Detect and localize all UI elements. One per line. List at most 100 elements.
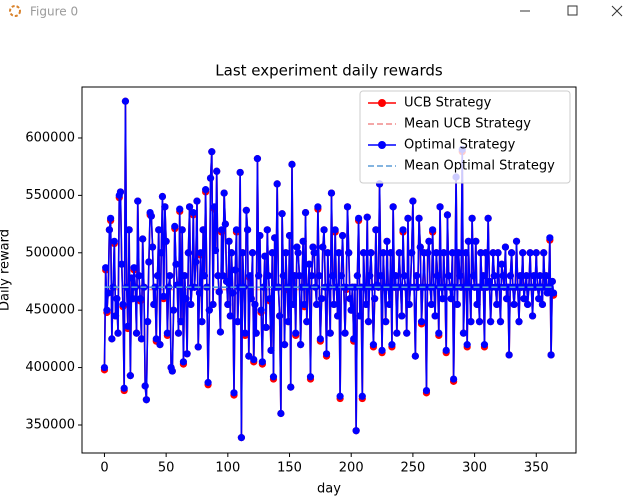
data-point <box>103 306 111 314</box>
data-point <box>187 300 195 309</box>
data-point <box>127 274 136 282</box>
data-point <box>536 272 544 280</box>
axes-frame <box>81 86 577 454</box>
data-point <box>355 214 363 222</box>
data-point <box>417 318 426 326</box>
data-point <box>400 272 408 280</box>
data-point <box>298 283 306 291</box>
data-point <box>174 329 183 337</box>
x-tick-label: 150 <box>277 461 302 476</box>
data-point <box>393 329 401 337</box>
data-point <box>108 335 116 343</box>
data-point <box>364 318 373 326</box>
data-point <box>480 341 489 349</box>
data-point <box>306 373 315 381</box>
data-point <box>463 341 471 349</box>
data-point <box>137 335 146 343</box>
data-point <box>227 249 236 257</box>
data-point <box>433 272 442 280</box>
data-point <box>462 249 470 257</box>
data-point <box>425 237 433 245</box>
data-point <box>263 226 271 234</box>
data-point <box>221 220 229 228</box>
data-point <box>549 289 558 297</box>
data-point <box>409 197 417 205</box>
data-point <box>119 300 127 309</box>
x-tick-label: 350 <box>524 461 549 476</box>
data-point <box>267 346 275 354</box>
y-tick-label: 500000 <box>25 245 75 260</box>
data-point <box>520 295 528 303</box>
data-point <box>329 272 337 280</box>
data-point <box>512 237 521 245</box>
data-point <box>432 249 440 257</box>
data-point <box>467 318 475 326</box>
data-point <box>494 249 502 257</box>
data-point <box>279 272 287 280</box>
data-point <box>222 277 231 286</box>
data-point <box>268 249 276 257</box>
data-point <box>454 249 463 257</box>
data-point <box>171 222 179 230</box>
data-point <box>162 237 170 245</box>
data-point <box>163 329 171 337</box>
data-point <box>287 383 295 391</box>
data-point <box>310 249 318 257</box>
data-point <box>144 318 152 326</box>
data-point <box>271 234 279 242</box>
data-point <box>232 226 241 234</box>
data-point <box>510 300 518 309</box>
close-button[interactable] <box>611 5 623 17</box>
data-point <box>290 272 299 280</box>
data-point <box>445 272 453 280</box>
data-point <box>395 249 403 257</box>
legend-label: Optimal Strategy <box>404 138 516 153</box>
chart-title: Last experiment daily rewards <box>215 62 443 80</box>
data-point <box>451 283 459 291</box>
data-point <box>334 312 342 320</box>
data-point <box>361 283 369 291</box>
data-point <box>429 226 437 234</box>
legend-marker <box>378 141 386 149</box>
data-point <box>337 272 345 280</box>
data-point <box>177 318 185 326</box>
data-point <box>105 226 113 234</box>
legend-label: Mean Optimal Strategy <box>404 159 555 174</box>
data-point <box>198 318 206 326</box>
data-point <box>132 329 141 337</box>
data-point <box>252 329 260 337</box>
data-point <box>414 283 422 291</box>
data-point <box>359 249 368 257</box>
x-tick-label: 50 <box>158 461 175 476</box>
x-axis-label: day <box>317 482 341 497</box>
data-point <box>183 350 191 358</box>
data-point <box>299 237 307 245</box>
data-point <box>262 323 270 332</box>
data-point <box>309 243 317 251</box>
data-point <box>490 272 498 280</box>
data-point <box>107 214 115 222</box>
data-point <box>178 226 186 234</box>
data-point <box>482 249 490 257</box>
data-point <box>316 335 324 343</box>
y-tick-label: 550000 <box>25 188 75 203</box>
data-point <box>447 295 455 303</box>
data-point <box>293 243 301 251</box>
data-point <box>403 329 411 337</box>
data-point <box>251 300 259 309</box>
data-point <box>277 409 285 418</box>
legend-box <box>359 90 571 184</box>
maximize-button[interactable] <box>567 5 578 16</box>
data-point <box>168 367 176 375</box>
data-point <box>278 210 286 218</box>
data-point <box>542 272 550 280</box>
data-point <box>169 306 178 314</box>
data-point <box>237 434 246 442</box>
data-point <box>493 300 501 309</box>
data-point <box>234 318 242 326</box>
data-point <box>546 234 554 242</box>
data-point <box>353 272 361 280</box>
data-point <box>330 300 338 309</box>
data-point <box>358 392 366 400</box>
data-point <box>404 214 412 222</box>
